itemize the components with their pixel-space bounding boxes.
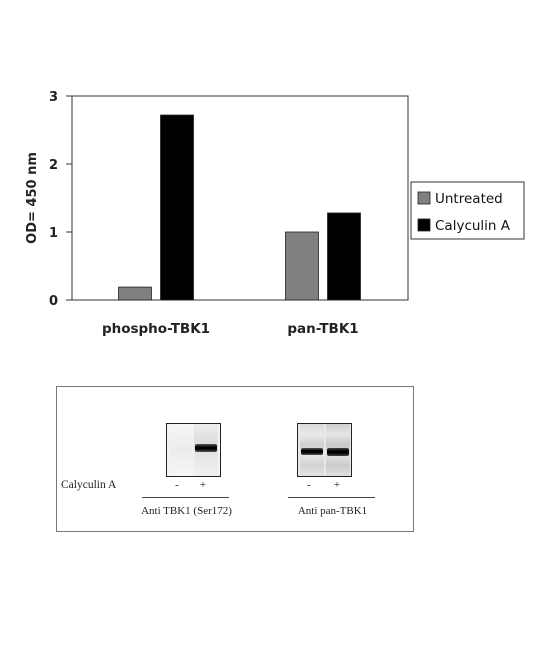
- antibody-underline-phospho: [142, 497, 229, 498]
- blot-image-pan: [297, 423, 352, 477]
- legend-label-calyculin-a: Calyculin A: [435, 218, 511, 234]
- y-tick-label-0: 0: [49, 294, 58, 309]
- bar-calyculin-phospho-tbk1: [160, 114, 194, 301]
- antibody-underline-pan: [288, 497, 375, 498]
- blot-band-phospho: [195, 444, 217, 452]
- sign-minus-pan: -: [307, 479, 311, 491]
- blot-image-phospho: [166, 423, 221, 477]
- antibody-label-pan: Anti pan-TBK1: [297, 505, 368, 517]
- sign-plus-phospho: +: [199, 479, 207, 491]
- legend: Untreated Calyculin A: [410, 181, 525, 240]
- bar-calyculin-pan-tbk1: [327, 212, 361, 301]
- y-tick-label-2: 2: [49, 158, 58, 173]
- antibody-label-phospho: Anti TBK1 (Ser172): [141, 505, 232, 517]
- sign-minus-phospho: -: [175, 479, 179, 491]
- western-blot-panel: Calyculin A - + - + Anti TBK1 (Ser172) A…: [56, 386, 414, 532]
- category-label-pan-tbk1: pan-TBK1: [287, 321, 358, 337]
- bar-untreated-phospho-tbk1: [118, 286, 152, 301]
- blot-lane-treated: [194, 424, 218, 476]
- blot-lane-untreated: [169, 424, 193, 476]
- blot-band-pan-treated: [327, 448, 349, 456]
- y-axis-title: OD= 450 nm: [25, 152, 40, 244]
- legend-label-untreated: Untreated: [435, 191, 503, 207]
- bar-chart: 3 2 1 0 OD= 450 nm phospho-TBK1 pan-TBK1…: [25, 90, 525, 337]
- category-label-phospho-tbk1: phospho-TBK1: [102, 321, 210, 337]
- y-tick-label-1: 1: [49, 226, 58, 241]
- legend-swatch-untreated: [417, 191, 431, 205]
- blot-lane-treated: [326, 424, 350, 476]
- legend-swatch-calyculin-a: [417, 218, 431, 232]
- y-tick-label-3: 3: [49, 90, 58, 105]
- plot-area: [71, 95, 409, 301]
- sign-plus-pan: +: [333, 479, 341, 491]
- bar-untreated-pan-tbk1: [285, 231, 319, 301]
- blot-row-label: Calyculin A: [61, 479, 117, 491]
- blot-band-pan-untreated: [301, 448, 323, 455]
- blot-lane-untreated: [300, 424, 324, 476]
